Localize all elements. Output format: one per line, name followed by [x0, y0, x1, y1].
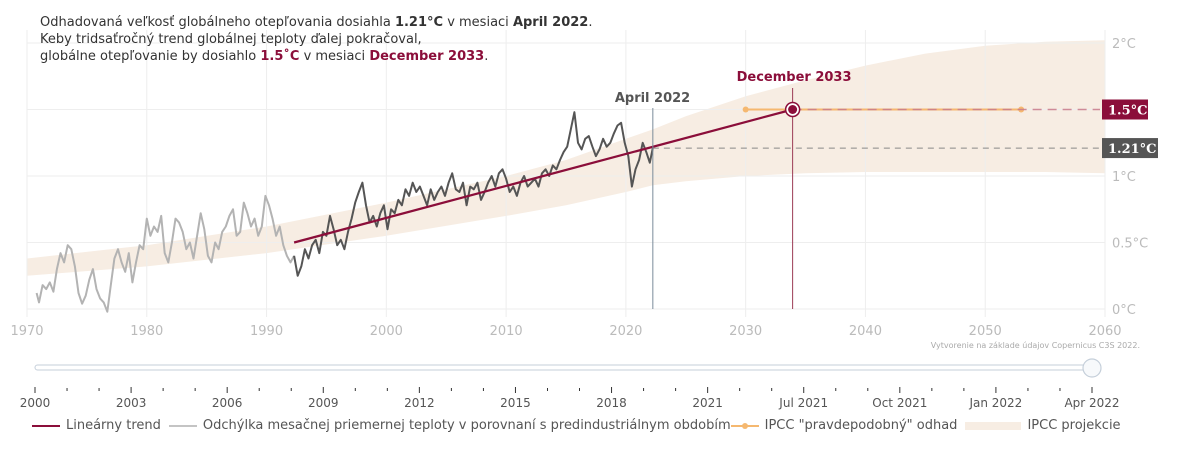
legend-label: Lineárny trend	[66, 418, 161, 433]
x-tick-label: 2010	[490, 324, 523, 339]
observed-anomaly-line-early	[35, 194, 295, 313]
navigator-label: Jul 2021	[778, 396, 828, 410]
navigator-label: 2015	[500, 396, 531, 410]
headline-text: Odhadovaná veľkosť globálneho otepľovani…	[40, 15, 395, 30]
ipcc-projection-area	[27, 40, 1105, 276]
target-value-label-bg	[1102, 99, 1148, 120]
legend-swatch-trend	[32, 424, 60, 427]
legend-label: Odchýlka mesačnej priemernej teploty v p…	[202, 418, 731, 433]
axis-layer: 0°C 0.5°C 1°C 2°C 1970 1980 1990 2000 2010 2020 20…	[10, 37, 1148, 350]
navigator-label: 2009	[308, 396, 339, 410]
y-tick-label: 1°C	[1112, 170, 1136, 185]
ipcc-likely-start-point	[742, 106, 749, 113]
headline: Odhadovaná veľkosť globálneho otepľovani…	[40, 14, 592, 65]
headline-line-2: Keby tridsaťročný trend globálnej teplot…	[40, 32, 422, 47]
x-tick-label: 2050	[969, 324, 1002, 339]
december-2033-marker-dot	[788, 105, 798, 114]
headline-text: .	[484, 49, 489, 64]
legend-label: IPCC projekcie	[1027, 418, 1121, 433]
navigator-label: 2006	[212, 396, 243, 410]
headline-text: globálne otepľovanie by dosiahlo	[40, 49, 261, 64]
headline-target-date: December 2033	[369, 49, 485, 64]
legend: Lineárny trend Odchýlka mesačnej priemer…	[32, 418, 1129, 433]
navigator-label: 2003	[116, 396, 147, 410]
legend-item-ipcc-plume[interactable]: IPCC projekcie	[965, 418, 1121, 433]
x-tick-label: 2000	[370, 324, 403, 339]
x-tick-label: 2020	[609, 324, 642, 339]
headline-line-3: globálne otepľovanie by dosiahlo 1.5˚C v…	[40, 48, 592, 65]
legend-item-observed[interactable]: Odchýlka mesačnej priemernej teploty v p…	[168, 418, 731, 433]
annotation-layer: April 2022 December 2033 1.5°C 1.21°C	[615, 70, 1158, 309]
december-2033-label: December 2033	[737, 70, 852, 85]
navigator-label: Apr 2022	[1064, 396, 1119, 410]
current-value-label: 1.21°C	[1108, 142, 1157, 157]
navigator-label: 2018	[596, 396, 627, 410]
ipcc-plume-layer	[27, 40, 1105, 276]
current-value-label-bg	[1102, 138, 1158, 159]
legend-item-ipcc-likely[interactable]: IPCC "pravdepodobný" odhad	[730, 418, 958, 433]
navigator[interactable]: 2000 2003 2006 2009 2012 2015 2018 2021 Jul 2021…	[20, 358, 1120, 410]
navigator-label: 2021	[692, 396, 723, 410]
legend-label: IPCC "pravdepodobný" odhad	[764, 418, 958, 433]
x-tick-label: 2030	[729, 324, 762, 339]
x-tick-label: 1990	[250, 324, 283, 339]
y-tick-label: 0.5°C	[1112, 237, 1148, 252]
legend-item-linear-trend[interactable]: Lineárny trend	[32, 418, 161, 433]
target-value-label: 1.5°C	[1108, 104, 1147, 119]
headline-current-value: 1.21°C	[394, 15, 444, 30]
legend-swatch-ipcc-plume	[965, 421, 1022, 430]
y-tick-label: 0°C	[1112, 303, 1136, 318]
legend-swatch-observed	[168, 424, 197, 427]
linear-trend-line	[293, 108, 793, 244]
navigator-label: 2012	[404, 396, 435, 410]
headline-text: v mesiaci	[443, 15, 513, 30]
april-2022-label: April 2022	[615, 91, 690, 106]
x-tick-label: 1980	[130, 324, 163, 339]
navigator-handle[interactable]	[1082, 358, 1102, 378]
x-tick-label: 1970	[10, 324, 43, 339]
navigator-track[interactable]	[34, 364, 1093, 371]
source-credit: Vytvorenie na základe údajov Copernicus …	[931, 341, 1140, 350]
navigator-label: Oct 2021	[872, 396, 927, 410]
y-tick-label: 2°C	[1112, 37, 1136, 52]
headline-text: v mesiaci	[299, 49, 370, 64]
headline-text: .	[588, 15, 593, 30]
navigator-label: Jan 2022	[968, 396, 1022, 410]
x-tick-label: 2040	[849, 324, 882, 339]
observed-anomaly-line-recent	[293, 111, 654, 277]
headline-target-value: 1.5˚C	[260, 49, 300, 64]
headline-line-1: Odhadovaná veľkosť globálneho otepľovani…	[40, 14, 592, 31]
x-tick-label: 2060	[1088, 324, 1121, 339]
legend-swatch-ipcc-likely	[730, 422, 759, 429]
headline-current-date: April 2022	[512, 15, 589, 30]
navigator-label: 2000	[20, 396, 51, 410]
